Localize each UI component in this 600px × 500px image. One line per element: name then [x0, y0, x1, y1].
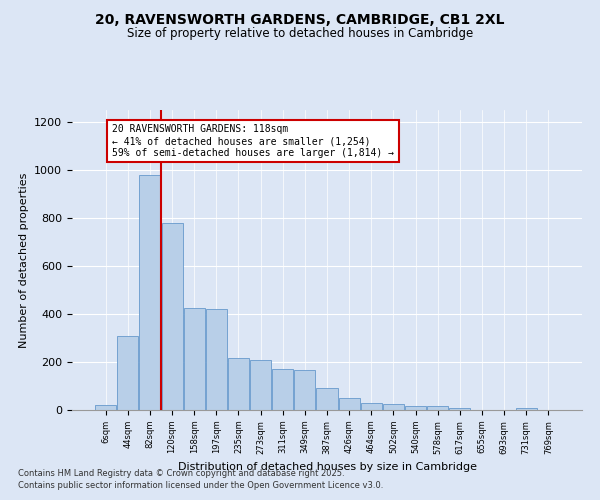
- Bar: [427, 406, 448, 410]
- Text: Contains HM Land Registry data © Crown copyright and database right 2025.: Contains HM Land Registry data © Crown c…: [18, 468, 344, 477]
- Bar: [449, 408, 470, 410]
- Text: 20, RAVENSWORTH GARDENS, CAMBRIDGE, CB1 2XL: 20, RAVENSWORTH GARDENS, CAMBRIDGE, CB1 …: [95, 12, 505, 26]
- Bar: [161, 223, 182, 410]
- Text: 20 RAVENSWORTH GARDENS: 118sqm
← 41% of detached houses are smaller (1,254)
59% : 20 RAVENSWORTH GARDENS: 118sqm ← 41% of …: [112, 124, 394, 158]
- Bar: [184, 308, 205, 410]
- Bar: [515, 408, 536, 410]
- X-axis label: Distribution of detached houses by size in Cambridge: Distribution of detached houses by size …: [178, 462, 476, 472]
- Bar: [228, 358, 249, 410]
- Bar: [361, 403, 382, 410]
- Bar: [338, 398, 359, 410]
- Bar: [118, 336, 139, 410]
- Bar: [383, 404, 404, 410]
- Bar: [405, 406, 426, 410]
- Bar: [295, 370, 316, 410]
- Bar: [95, 404, 116, 410]
- Text: Contains public sector information licensed under the Open Government Licence v3: Contains public sector information licen…: [18, 481, 383, 490]
- Bar: [206, 309, 227, 410]
- Bar: [272, 369, 293, 410]
- Y-axis label: Number of detached properties: Number of detached properties: [19, 172, 29, 348]
- Bar: [250, 360, 271, 410]
- Bar: [316, 388, 338, 410]
- Bar: [139, 175, 160, 410]
- Text: Size of property relative to detached houses in Cambridge: Size of property relative to detached ho…: [127, 28, 473, 40]
